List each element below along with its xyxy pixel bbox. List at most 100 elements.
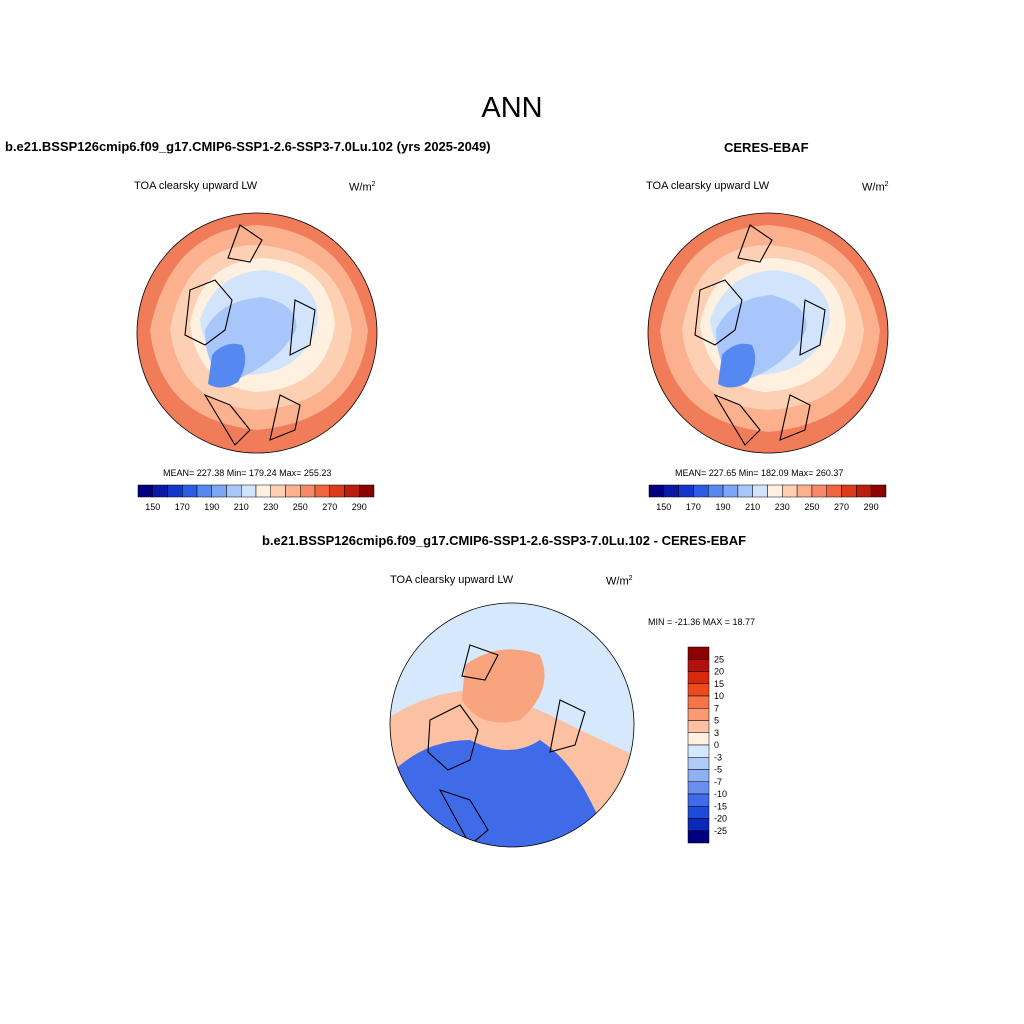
colorbar-swatch	[767, 484, 783, 498]
colorbar-swatch	[687, 671, 710, 684]
colorbar-swatch	[270, 484, 286, 498]
colorbar-tick-label: -10	[714, 789, 727, 799]
model-colorbar: 150 170 190 210 230 250 270 290	[137, 484, 375, 512]
colorbar-swatch	[708, 484, 724, 498]
colorbar-tick-label: 250	[293, 502, 308, 512]
colorbar-swatch	[687, 732, 710, 746]
obs-units-label: W/m2	[862, 181, 889, 194]
colorbar-swatch	[826, 484, 842, 498]
map-diff-red-arctic	[462, 649, 545, 723]
colorbar-tick-label: 7	[714, 703, 719, 713]
map-greenland-coldest	[208, 343, 246, 388]
colorbar-swatch	[687, 683, 710, 697]
colorbar-swatch	[870, 484, 887, 498]
colorbar-tick-label: 170	[175, 502, 190, 512]
obs-stats: MEAN= 227.65 Min= 182.09 Max= 260.37	[675, 468, 844, 478]
colorbar-tick-label: 5	[714, 716, 719, 726]
colorbar-tick-label: 15	[714, 679, 724, 689]
colorbar-tick-label: 230	[263, 502, 278, 512]
colorbar-tick-label: 290	[864, 502, 879, 512]
colorbar-swatch	[663, 484, 679, 498]
colorbar-tick-label: 170	[686, 502, 701, 512]
colorbar-swatch	[687, 769, 710, 782]
colorbar-swatch	[687, 720, 710, 733]
colorbar-tick-label: 190	[204, 502, 219, 512]
colorbar-swatch	[722, 484, 739, 498]
colorbar-tick-label: 210	[745, 502, 760, 512]
diff-colorbar: 25 20 15 10 7 5 3 0 -3 -5 -7 -10 -15 -20 -25	[687, 646, 727, 844]
colorbar-tick-label: 270	[834, 502, 849, 512]
diff-units-label: W/m2	[606, 575, 633, 588]
colorbar-swatch	[737, 484, 753, 498]
colorbar-swatch	[782, 484, 798, 498]
colorbar-swatch	[196, 484, 212, 498]
colorbar-tick-label: 150	[145, 502, 160, 512]
colorbar-swatch	[182, 484, 198, 498]
colorbar-swatch	[687, 708, 710, 721]
colorbar-swatch	[841, 484, 857, 498]
model-stats: MEAN= 227.38 Min= 179.24 Max= 255.23	[163, 468, 332, 478]
colorbar-swatch	[152, 484, 168, 498]
colorbar-tick-label: 250	[804, 502, 819, 512]
colorbar-swatch	[137, 484, 153, 498]
diff-polar-map	[390, 603, 634, 847]
model-polar-map	[137, 213, 377, 453]
colorbar-tick-label: 150	[656, 502, 671, 512]
colorbar-tick-label: 190	[716, 502, 731, 512]
colorbar-swatch	[752, 484, 768, 498]
colorbar-tick-label: -5	[714, 765, 722, 775]
colorbar-tick-label: 290	[352, 502, 367, 512]
diff-stats: MIN = -21.36 MAX = 18.77	[648, 617, 756, 627]
colorbar-swatch	[687, 757, 710, 770]
colorbar-swatch	[285, 484, 301, 498]
colorbar-swatch	[796, 484, 813, 498]
diff-panel-title: b.e21.BSSP126cmip6.f09_g17.CMIP6-SSP1-2.…	[262, 533, 747, 548]
colorbar-swatch	[687, 806, 710, 819]
colorbar-swatch	[241, 484, 257, 498]
colorbar-swatch	[648, 484, 665, 498]
colorbar-tick-label: -25	[714, 826, 727, 836]
diff-map-border	[389, 602, 635, 848]
diff-coastlines	[427, 644, 586, 846]
colorbar-tick-label: 210	[234, 502, 249, 512]
colorbar-swatch	[314, 484, 330, 498]
colorbar-swatch	[300, 484, 316, 498]
colorbar-swatch	[167, 484, 183, 498]
obs-panel-title: CERES-EBAF	[724, 140, 809, 155]
colorbar-swatch	[687, 781, 710, 795]
colorbar-tick-label: 3	[714, 728, 719, 738]
colorbar-swatch	[226, 484, 242, 498]
colorbar-swatch	[687, 818, 710, 831]
model-variable-label: TOA clearsky upward LW	[134, 180, 258, 192]
obs-map-border	[647, 212, 889, 454]
colorbar-swatch	[687, 830, 710, 844]
colorbar-tick-label: 10	[714, 691, 724, 701]
colorbar-swatch	[856, 484, 872, 498]
colorbar-swatch	[329, 484, 345, 498]
colorbar-tick-label: 20	[714, 667, 724, 677]
colorbar-swatch	[678, 484, 694, 498]
colorbar-tick-label: -20	[714, 814, 727, 824]
obs-coastlines	[694, 224, 826, 446]
colorbar-tick-label: 25	[714, 654, 724, 664]
colorbar-swatch	[687, 659, 710, 672]
diff-variable-label: TOA clearsky upward LW	[390, 574, 514, 586]
colorbar-swatch	[687, 695, 710, 709]
colorbar-swatch	[811, 484, 827, 498]
colorbar-tick-label: -15	[714, 801, 727, 811]
colorbar-swatch	[211, 484, 227, 498]
colorbar-tick-label: -7	[714, 777, 722, 787]
model-coastlines	[184, 224, 316, 446]
colorbar-swatch	[344, 484, 360, 498]
map-greenland-coldest	[718, 343, 756, 388]
obs-polar-map	[648, 213, 888, 453]
colorbar-tick-label: 230	[775, 502, 790, 512]
obs-colorbar: 150 170 190 210 230 250 270 290	[648, 484, 887, 512]
colorbar-swatch	[359, 484, 375, 498]
colorbar-tick-label: 270	[322, 502, 337, 512]
colorbar-tick-label: 0	[714, 740, 719, 750]
colorbar-tick-label: -3	[714, 752, 722, 762]
model-units-label: W/m2	[349, 181, 376, 194]
model-map-border	[136, 212, 378, 454]
